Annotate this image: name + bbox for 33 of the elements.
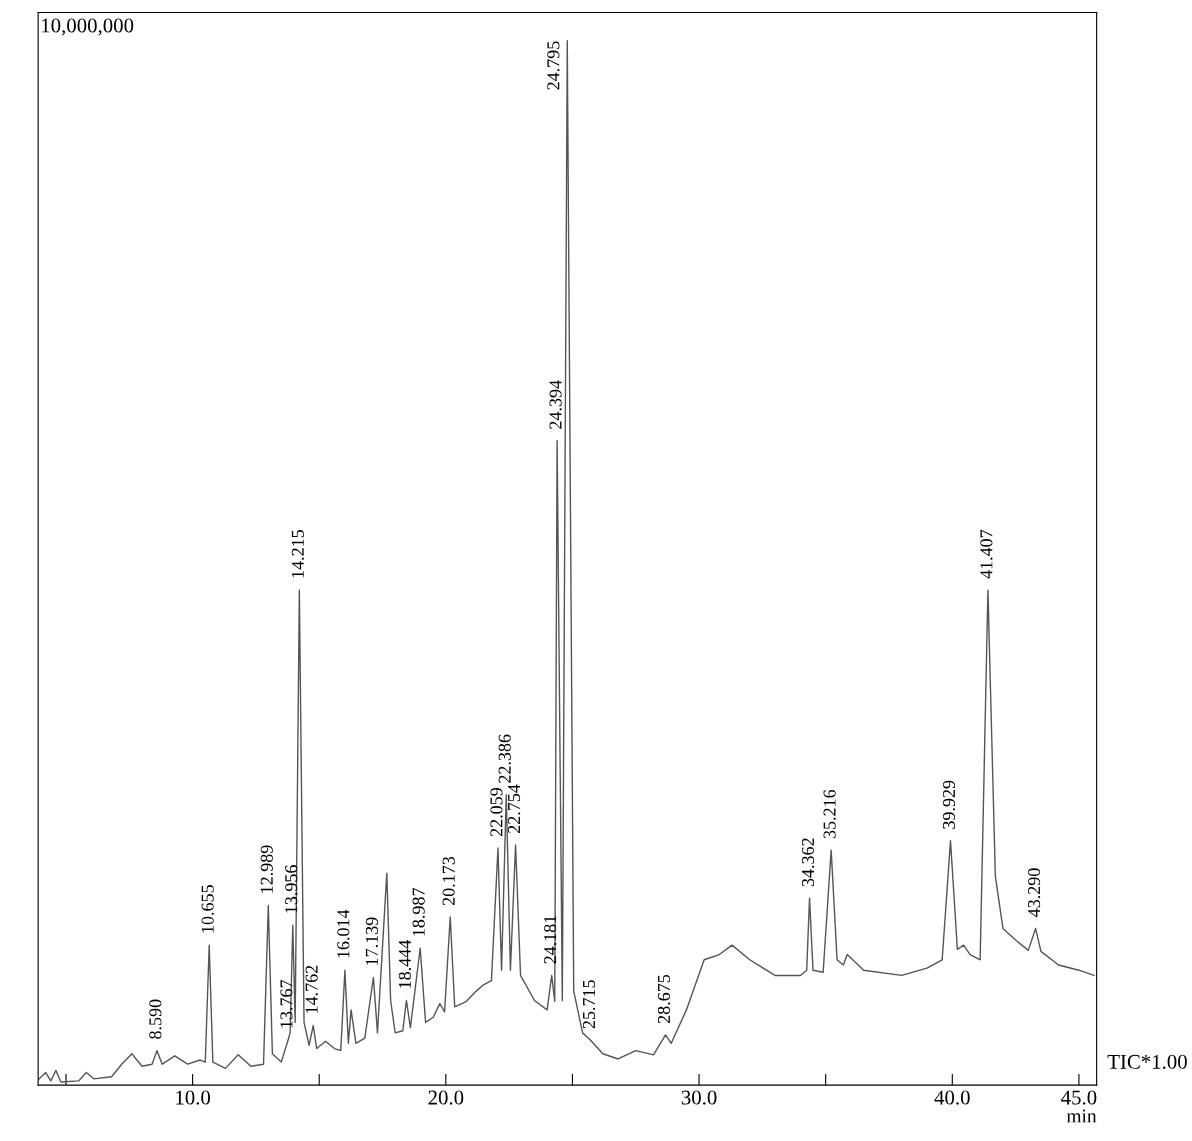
text: 10,000,000 [42, 18, 134, 36]
annotation: 22.754 [507, 784, 521, 833]
annotation: 41.407 [980, 529, 993, 579]
annotation: 24.181 [544, 915, 557, 964]
annotation: 14.215 [291, 530, 304, 578]
x-tick-label: 10.0 [176, 1090, 211, 1105]
annotation: 18.444 [398, 940, 412, 988]
x-tick-label: 40.0 [934, 1090, 970, 1105]
annotation: 24.795 [547, 41, 560, 90]
annotation: 34.362 [801, 838, 815, 887]
annotation: 12.989 [260, 845, 273, 893]
annotation: 22.059 [490, 788, 503, 837]
annotation: 28.675 [657, 974, 671, 1024]
x-tick-label: 30.0 [681, 1090, 717, 1105]
annotation: 14.762 [305, 965, 318, 1013]
annotation: 43.290 [1027, 868, 1041, 917]
annotation: 35.216 [823, 789, 836, 839]
x-tick-label: 45.0 [1061, 1090, 1097, 1105]
annotation: 16.014 [337, 909, 350, 958]
annotation: 25.715 [582, 980, 596, 1029]
annotation: 17.139 [365, 917, 378, 965]
annotation: 10.655 [201, 885, 214, 933]
annotation: 13.956 [285, 865, 298, 913]
text: TIC*1.00 [1107, 1054, 1187, 1069]
annotation: 20.173 [442, 856, 455, 906]
annotation: 8.590 [149, 999, 162, 1039]
annotation: 24.394 [549, 380, 562, 429]
annotation: 18.987 [412, 888, 425, 936]
x-tick-label: 20.0 [428, 1090, 464, 1105]
annotation: 13.767 [280, 979, 293, 1028]
x-axis-title: min [1066, 1109, 1097, 1123]
annotation: 39.929 [942, 780, 956, 829]
annotation: 22.386 [498, 734, 511, 783]
